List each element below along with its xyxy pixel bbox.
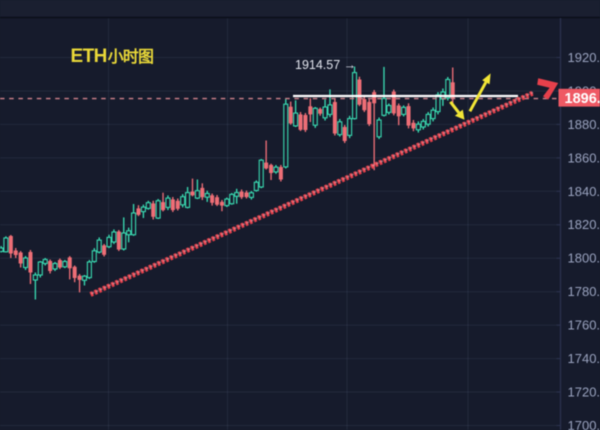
svg-text:1800.5: 1800.5 xyxy=(568,251,600,266)
svg-text:ETH小时图: ETH小时图 xyxy=(71,46,154,67)
svg-text:1700.5: 1700.5 xyxy=(568,418,600,430)
svg-text:1780.5: 1780.5 xyxy=(568,284,600,299)
svg-text:1880.5: 1880.5 xyxy=(568,117,600,132)
svg-text:1820.5: 1820.5 xyxy=(568,217,600,232)
svg-text:1760.5: 1760.5 xyxy=(568,318,600,333)
svg-text:1896.1: 1896.1 xyxy=(565,91,600,107)
svg-text:1860.5: 1860.5 xyxy=(568,150,600,165)
svg-text:1920.5: 1920.5 xyxy=(568,50,600,65)
svg-text:1740.5: 1740.5 xyxy=(568,351,600,366)
svg-text:1914.57 →: 1914.57 → xyxy=(295,58,356,72)
svg-text:1720.5: 1720.5 xyxy=(568,385,600,400)
svg-text:1840.5: 1840.5 xyxy=(568,184,600,199)
